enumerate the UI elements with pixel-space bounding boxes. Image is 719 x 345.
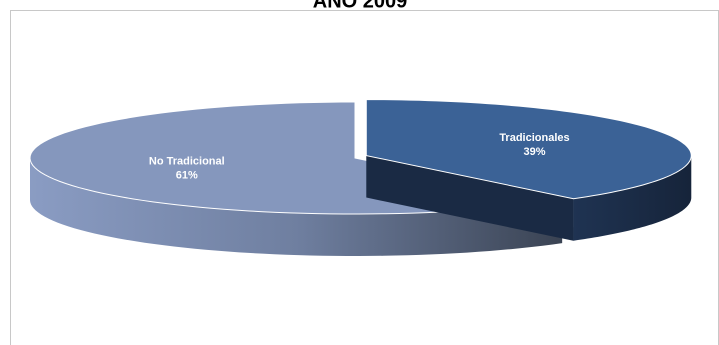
- slice-cut-face: [366, 155, 574, 241]
- slice-side: [573, 155, 692, 241]
- slice-value-label: 39%: [523, 146, 545, 158]
- slice-value-label: 61%: [176, 169, 198, 181]
- slice-label: No Tradicional: [149, 155, 225, 167]
- slice: [365, 99, 692, 200]
- slice-side: [30, 158, 563, 256]
- slice-label: Tradicionales: [499, 132, 569, 144]
- chart-title: AÑO 2009: [313, 0, 408, 12]
